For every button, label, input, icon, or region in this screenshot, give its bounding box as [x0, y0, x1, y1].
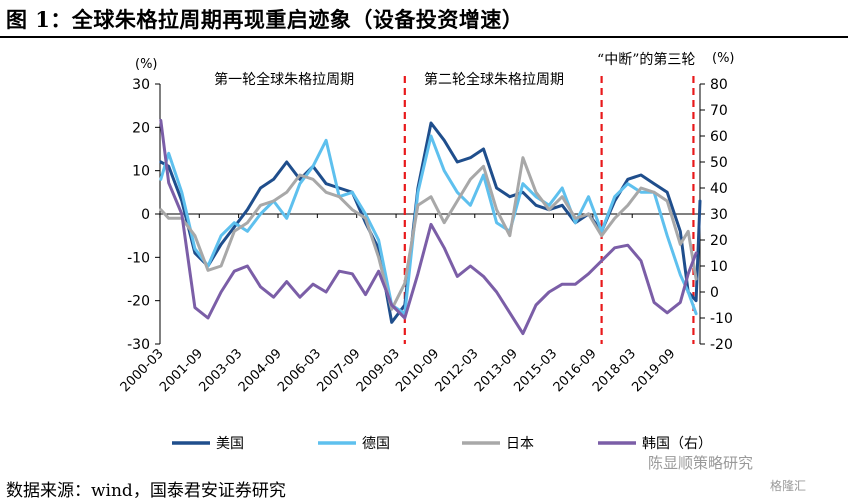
left-tick-label: -20	[127, 294, 150, 310]
left-tick-label: 0	[141, 207, 150, 223]
legend-label: 美国	[216, 436, 244, 452]
right-tick-label: 70	[710, 103, 728, 119]
left-tick-label: 20	[132, 120, 150, 136]
right-tick-label: 80	[710, 77, 728, 93]
right-tick-label: -10	[710, 311, 733, 327]
data-source: 数据来源：wind，国泰君安证券研究	[6, 481, 286, 501]
cycle-annotation: “中断”的第三轮	[597, 51, 695, 68]
right-tick-label: 40	[710, 181, 728, 197]
series-line-韩国（右）	[159, 118, 698, 336]
cycle-annotation: 第二轮全球朱格拉周期	[424, 71, 564, 88]
figure-title: 图 1：全球朱格拉周期再现重启迹象（设备投资增速）	[6, 7, 524, 32]
right-tick-label: 60	[710, 129, 728, 145]
legend-label: 日本	[506, 436, 534, 452]
right-tick-label: 10	[710, 259, 728, 275]
legend-label: 韩国（右）	[642, 436, 712, 452]
series-line-日本	[159, 156, 698, 311]
right-tick-label: 30	[710, 207, 728, 223]
right-tick-label: 50	[710, 155, 728, 171]
watermark-brand: 陈显顺策略研究	[648, 454, 754, 472]
left-axis-unit: (%)	[135, 57, 158, 72]
series-line-德国	[159, 134, 698, 316]
right-tick-label: 20	[710, 233, 728, 249]
series-line-美国	[159, 121, 702, 324]
left-tick-label: 30	[132, 77, 150, 93]
cycle-annotation: 第一轮全球朱格拉周期	[214, 71, 354, 88]
legend-label: 德国	[362, 436, 390, 452]
right-tick-label: -20	[710, 337, 733, 353]
right-tick-label: 0	[710, 285, 719, 301]
watermark-site: 格隆汇	[770, 479, 807, 493]
left-tick-label: -30	[127, 337, 150, 353]
left-tick-label: 10	[132, 164, 150, 180]
right-axis-unit: (%)	[712, 51, 735, 66]
x-tick-label: 2019-09	[629, 346, 678, 395]
left-tick-label: -10	[127, 250, 150, 266]
title-rule	[0, 36, 848, 38]
